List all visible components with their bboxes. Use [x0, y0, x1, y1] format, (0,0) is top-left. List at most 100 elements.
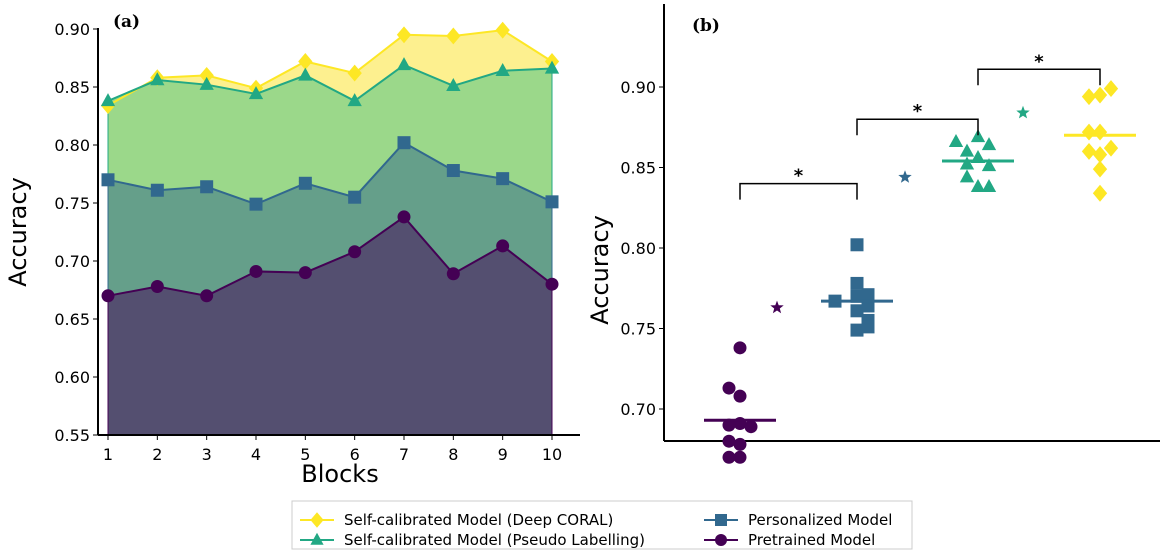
legend-item: Self-calibrated Model (Deep CORAL)	[300, 511, 613, 529]
series-line-1	[107, 63, 553, 103]
significance-label: *	[913, 101, 923, 122]
scatter-point	[1103, 80, 1119, 98]
data-point	[199, 76, 214, 90]
significance-label: *	[1034, 51, 1044, 72]
scatter-point	[733, 389, 747, 403]
data-point	[446, 27, 461, 45]
data-point	[396, 26, 412, 44]
data-point	[200, 180, 214, 194]
scatter-point	[861, 299, 875, 313]
data-point	[495, 62, 510, 76]
data-point	[397, 136, 411, 150]
data-point	[150, 72, 165, 86]
data-point	[348, 190, 362, 204]
scatter-point	[981, 179, 997, 193]
data-point	[298, 266, 312, 280]
scatter-point	[733, 341, 747, 355]
series-line-2	[107, 141, 553, 206]
panel-b: 0.70 0.75 0.80 0.85 0.90 * * * (b) Accuracy	[586, 4, 1160, 464]
x-tick-label: 1	[103, 445, 113, 464]
data-point	[347, 93, 362, 107]
scatter-point	[981, 137, 997, 151]
legend-box	[291, 500, 913, 550]
scatter-point	[948, 133, 964, 147]
x-tick-label: 8	[448, 445, 458, 464]
data-point	[199, 66, 214, 84]
panel-a: 0.55 0.60 0.65 0.70 0.75 0.80 0.85 0.90 1 2 3 4 5 6 7 8…	[4, 12, 580, 488]
scatter-point	[850, 323, 864, 337]
scatter-point	[722, 381, 736, 395]
x-tick-label: 2	[152, 445, 162, 464]
legend: Self-calibrated Model (Deep CORAL) Self-c…	[291, 500, 913, 550]
scatter-point	[1092, 160, 1108, 178]
data-point	[496, 172, 510, 186]
x-tick-label: 4	[251, 445, 261, 464]
star-marker	[1016, 105, 1030, 119]
y-axis-label-a: Accuracy	[4, 177, 32, 287]
data-point	[544, 60, 560, 74]
scatter-point	[959, 169, 975, 183]
scatter-point	[1081, 142, 1097, 160]
y-axis-label-b: Accuracy	[586, 215, 614, 325]
data-point	[150, 280, 164, 294]
series-line-0	[107, 29, 553, 107]
data-point	[446, 78, 461, 92]
scatter-point	[959, 156, 975, 170]
legend-label: Personalized Model	[748, 511, 892, 529]
data-point	[101, 173, 115, 187]
legend-item: Self-calibrated Model (Pseudo Labelling)	[300, 531, 645, 549]
panel-a-label: (a)	[113, 12, 140, 32]
x-tick-label: 7	[399, 445, 409, 464]
y-tick-label: 0.85	[54, 78, 90, 97]
scatter-point	[1081, 88, 1097, 106]
data-point	[396, 57, 412, 71]
star-marker	[770, 300, 784, 314]
data-point	[545, 195, 559, 209]
data-point	[298, 176, 312, 190]
scatter-point	[850, 276, 864, 290]
legend-item: Personalized Model	[704, 511, 892, 529]
x-tick-label: 3	[202, 445, 212, 464]
scatter-point	[981, 158, 997, 172]
data-point	[347, 64, 362, 82]
scatter-point	[1092, 184, 1108, 202]
x-tick-label: 10	[542, 445, 562, 464]
data-point	[248, 86, 264, 100]
scatter-point	[733, 437, 747, 451]
scatter-point	[970, 179, 986, 193]
significance-bracket	[856, 118, 979, 136]
y-tick-label: 0.70	[620, 400, 656, 419]
legend-label: Pretrained Model	[748, 531, 875, 549]
legend-marker-square-icon	[715, 514, 727, 526]
data-point	[298, 67, 313, 81]
y-tick-label: 0.60	[54, 368, 90, 387]
y-tick-label: 0.65	[54, 310, 90, 329]
y-tick-label: 0.80	[620, 239, 656, 258]
y-tick-label: 0.80	[54, 136, 90, 155]
star-marker	[898, 170, 912, 183]
scatter-point	[1081, 123, 1097, 141]
legend-marker-diamond-icon	[310, 512, 324, 528]
data-point	[495, 21, 510, 39]
x-axis-label: Blocks	[301, 460, 378, 488]
data-point	[446, 267, 460, 281]
data-point	[150, 183, 164, 197]
legend-marker-triangle-icon	[310, 532, 324, 545]
x-tick-label: 6	[350, 445, 360, 464]
data-point	[200, 289, 214, 303]
scatter-point	[850, 289, 864, 303]
data-point	[100, 93, 116, 107]
data-point	[249, 197, 263, 211]
scatter-point	[722, 418, 736, 432]
y-tick-label: 0.90	[620, 78, 656, 97]
data-point	[249, 264, 263, 278]
y-tick-label: 0.75	[54, 194, 90, 213]
legend-item: Pretrained Model	[704, 531, 875, 549]
scatter-point	[861, 320, 875, 334]
scatter-point	[733, 450, 747, 464]
scatter-point	[722, 434, 736, 448]
y-tick-label: 0.70	[54, 252, 90, 271]
scatter-point	[1092, 146, 1108, 164]
data-point	[397, 210, 411, 224]
data-point	[446, 164, 460, 178]
